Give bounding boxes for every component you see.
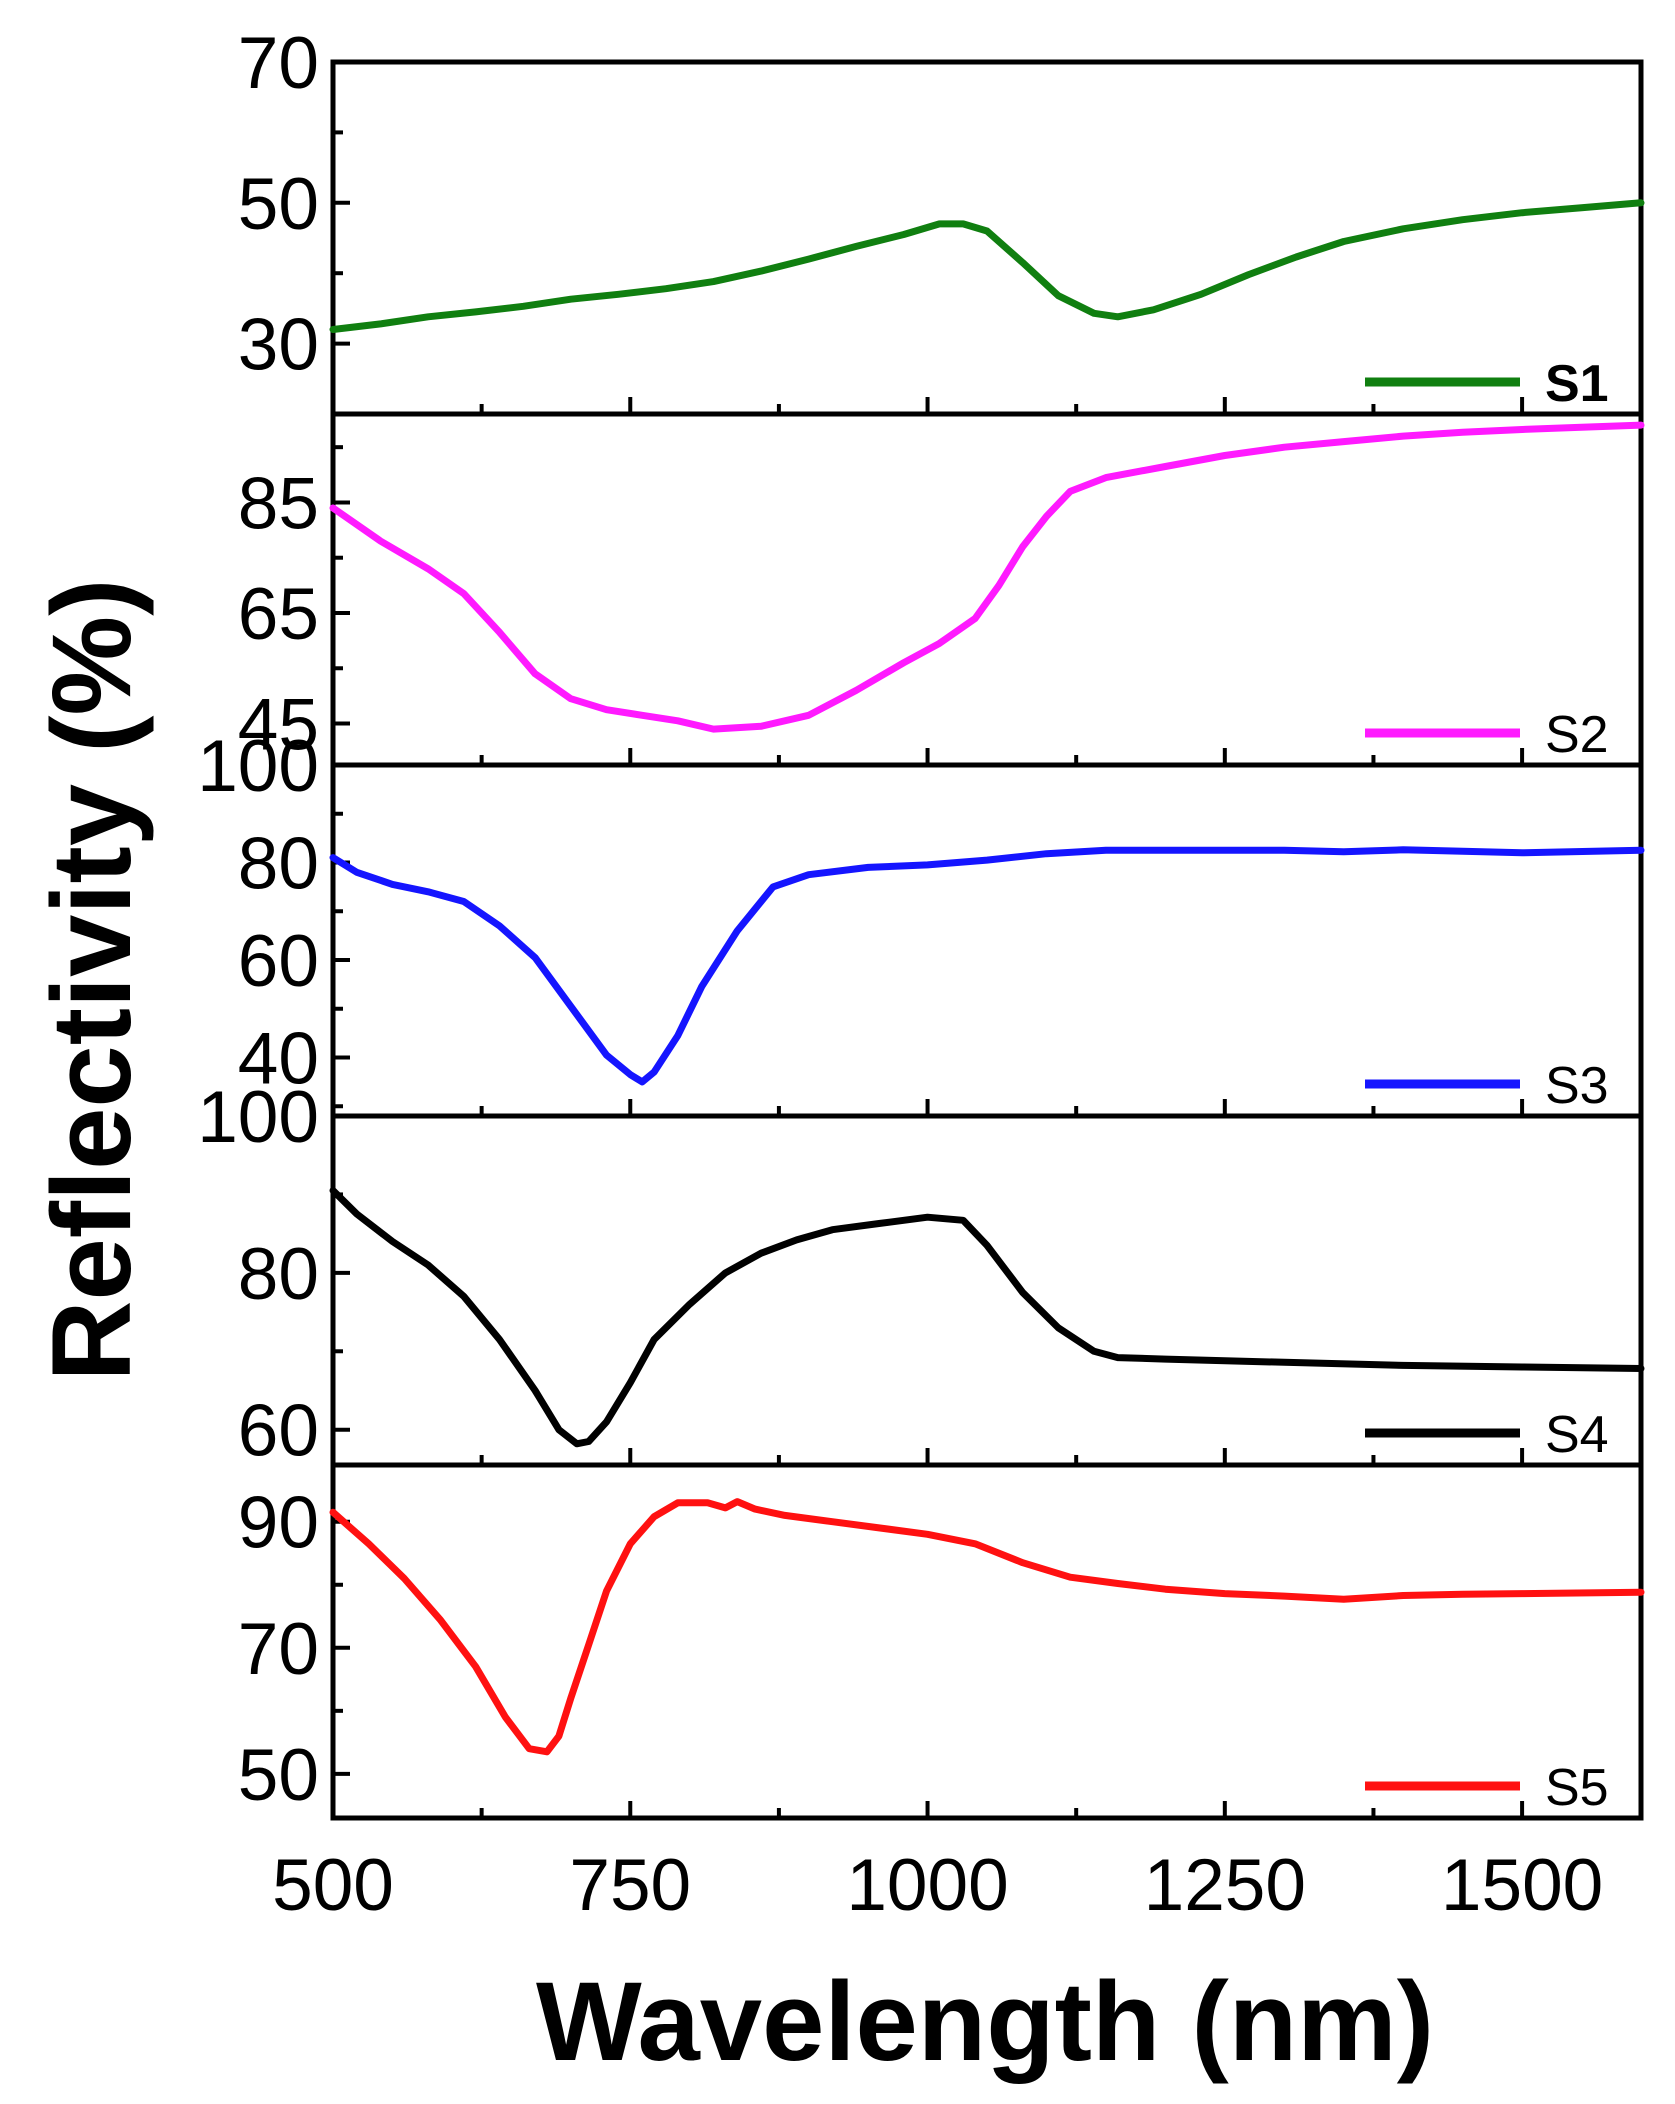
x-tick-label: 1500 (1441, 1845, 1603, 1926)
legend-label: S5 (1545, 1759, 1609, 1817)
legend-label: S3 (1545, 1057, 1609, 1115)
legend-label: S2 (1545, 706, 1609, 764)
plot-area: 30 50 70 S1 45 65 85 S2 40 60 80 100 S3 60 80 100 S4 50 70… (197, 23, 1645, 1821)
panel-frame (330, 411, 1644, 768)
y-tick-label: 40 (238, 1019, 319, 1100)
y-tick-label: 80 (238, 824, 319, 905)
y-tick-label: 45 (238, 685, 319, 766)
legend-s1: S1 (1365, 355, 1609, 413)
y-tick-label: 70 (238, 1609, 319, 1690)
panel-frame (330, 1113, 1644, 1468)
series-line-s1 (329, 199, 1645, 333)
y-tick-label: 70 (238, 23, 319, 104)
legend-label: S4 (1545, 1406, 1609, 1464)
y-tick-label: 65 (238, 574, 319, 655)
panel-s2: 45 65 85 S2 (238, 411, 1645, 768)
y-tick-label: 60 (238, 1391, 319, 1472)
series-line-s3 (329, 846, 1645, 1086)
series-line-s5 (329, 1498, 1645, 1756)
panel-s3: 40 60 80 100 S3 (197, 726, 1645, 1119)
panel-frame (330, 59, 1644, 417)
y-axis-title: Reflectivity (%) (29, 579, 154, 1382)
y-tick-label: 80 (238, 1234, 319, 1315)
x-tick-label: 1250 (1144, 1845, 1306, 1926)
legend-s4: S4 (1365, 1406, 1609, 1464)
x-axis: 500 750 1000 1250 1500 (272, 1845, 1603, 1926)
y-tick-label: 60 (238, 921, 319, 1002)
series-line-s2 (329, 421, 1645, 733)
legend-s2: S2 (1365, 706, 1609, 764)
x-tick-label: 500 (272, 1845, 394, 1926)
y-tick-label: 30 (238, 305, 319, 386)
panel-frame (330, 1462, 1644, 1821)
x-axis-title: Wavelength (nm) (536, 1959, 1434, 2084)
y-tick-label: 50 (238, 164, 319, 245)
panel-frame (330, 762, 1644, 1119)
y-tick-label: 85 (238, 463, 319, 544)
y-tick-label: 50 (238, 1735, 319, 1816)
legend-label: S1 (1545, 355, 1609, 413)
panel-s4: 60 80 100 S4 (197, 1077, 1645, 1472)
x-tick-label: 1000 (846, 1845, 1008, 1926)
panel-s5: 50 70 90 S5 (238, 1462, 1645, 1821)
panel-s1: 30 50 70 S1 (238, 23, 1645, 417)
legend-s5: S5 (1365, 1759, 1609, 1817)
legend-s3: S3 (1365, 1057, 1609, 1115)
y-tick-label: 100 (197, 726, 319, 807)
y-tick-label: 100 (197, 1077, 319, 1158)
x-tick-label: 750 (569, 1845, 691, 1926)
series-line-s4 (329, 1187, 1645, 1448)
y-tick-label: 90 (238, 1483, 319, 1564)
